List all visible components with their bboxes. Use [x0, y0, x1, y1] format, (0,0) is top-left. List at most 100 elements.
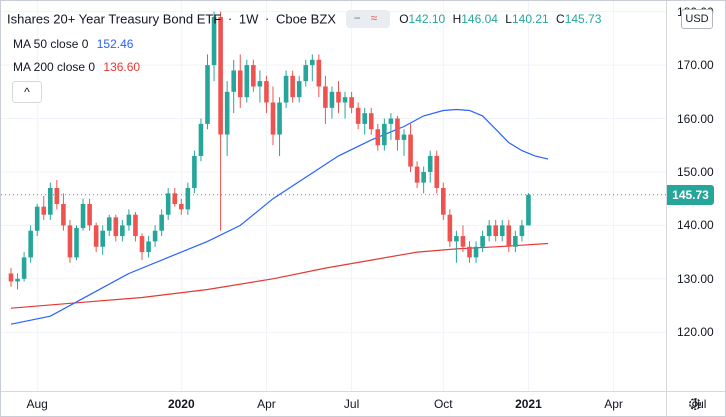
ohlc-low-key: L — [505, 12, 512, 27]
candle-body — [441, 187, 446, 215]
candle-body — [447, 214, 453, 242]
candle-body — [74, 228, 79, 258]
indicator-ma50[interactable]: MA 50 close 0 152.46 — [13, 37, 133, 51]
candle-body — [270, 102, 276, 135]
ohlc-low-value: 140.21 — [511, 12, 549, 27]
candle-body — [146, 241, 151, 253]
candle-body — [382, 123, 387, 146]
candle-body — [172, 193, 178, 205]
candle-body — [277, 102, 282, 135]
axis-corner — [666, 391, 725, 416]
ohlc-high-value: 146.04 — [461, 12, 498, 27]
candle-body — [133, 214, 138, 237]
candle-body — [368, 113, 374, 130]
separator: · — [264, 11, 270, 27]
candle-body — [349, 97, 354, 108]
exchange-label: Cboe BZX — [275, 11, 336, 27]
candle-body — [159, 214, 164, 231]
last-price-tag: 145.73 — [667, 184, 714, 205]
candle-body — [499, 225, 505, 237]
wave-icon[interactable]: ≈ — [370, 11, 378, 25]
candle-body — [414, 166, 420, 183]
candle-body — [257, 81, 263, 87]
y-tick-label: 170.00 — [677, 58, 714, 73]
candle-body — [87, 204, 92, 226]
gear-icon[interactable] — [687, 396, 703, 412]
candle-body — [264, 81, 269, 103]
candle-body — [237, 70, 243, 98]
candle-body — [454, 236, 459, 242]
x-tick-label: Oct — [433, 397, 453, 411]
price-axis[interactable]: 145.73 180.00170.00160.00150.00140.00130… — [666, 1, 725, 391]
candle-body — [480, 236, 485, 247]
candle-body — [48, 187, 53, 215]
candle-body — [296, 81, 302, 98]
candle-body — [152, 230, 158, 242]
candle-body — [519, 225, 525, 237]
candle-body — [323, 86, 328, 108]
chevron-up-icon: ^ — [24, 85, 30, 99]
candle-body — [401, 134, 407, 140]
candle-body — [93, 225, 99, 247]
candle-body — [28, 230, 33, 258]
candle-body — [395, 118, 400, 140]
currency-button[interactable]: USD — [681, 9, 713, 29]
indicator-label: MA 200 close 0 — [13, 60, 96, 74]
candle-body — [120, 225, 125, 237]
series-toggle-chip[interactable]: − ≈ — [345, 10, 390, 28]
candle-body — [192, 155, 197, 188]
x-tick-label: Apr — [257, 397, 276, 411]
ohlc-close-value: 145.73 — [564, 12, 602, 27]
interval-label[interactable]: 1W — [238, 11, 259, 27]
y-tick-label: 120.00 — [677, 325, 714, 340]
candle-body — [198, 123, 204, 156]
candle-body — [526, 194, 531, 226]
ma200-line — [10, 242, 549, 309]
x-tick-label: Apr — [604, 397, 623, 411]
candle-body — [375, 129, 381, 146]
y-tick-label: 130.00 — [677, 271, 714, 286]
candle-body — [165, 193, 171, 215]
candle-body — [290, 75, 295, 98]
candle-body — [218, 17, 223, 135]
candle-body — [179, 204, 184, 210]
candle-body — [15, 278, 20, 282]
candle-body — [355, 107, 361, 124]
candle-body — [362, 113, 367, 124]
candle-body — [421, 171, 426, 183]
time-axis[interactable]: Aug 2020 Apr Jul Oct 2021 Apr Jul — [1, 391, 706, 416]
candle-body — [244, 65, 250, 98]
candle-body — [408, 134, 413, 167]
ohlc-open-value: 142.10 — [408, 12, 446, 27]
candle-body — [310, 59, 315, 66]
price-plot[interactable] — [1, 1, 666, 391]
candle-body — [316, 59, 322, 87]
y-tick-label: 160.00 — [677, 111, 714, 126]
indicator-value: 136.60 — [103, 60, 141, 74]
candle-body — [100, 230, 105, 247]
indicator-ma200[interactable]: MA 200 close 0 136.60 — [13, 60, 140, 74]
collapse-legend-button[interactable]: ^ — [12, 81, 42, 103]
candle-body — [34, 206, 40, 231]
ohlc-open-key: O — [399, 12, 409, 27]
candle-body — [185, 187, 191, 210]
x-tick-label: 2020 — [167, 397, 195, 411]
candle-body — [67, 225, 73, 258]
candle-body — [513, 236, 518, 247]
candle-body — [54, 187, 60, 205]
candle-body — [388, 118, 394, 124]
chart-header: Ishares 20+ Year Treasury Bond ETF · 1W … — [7, 10, 605, 29]
symbol-title[interactable]: Ishares 20+ Year Treasury Bond ETF — [7, 11, 222, 27]
x-tick-label: Jul — [343, 397, 360, 411]
candle-body — [41, 206, 47, 215]
candle-body — [8, 273, 14, 282]
candle-body — [80, 204, 86, 229]
candle-body — [493, 225, 498, 237]
candle-body — [61, 204, 66, 226]
candle-body — [460, 236, 466, 247]
minus-icon[interactable]: − — [353, 11, 361, 25]
candle-body — [224, 91, 230, 135]
candle-body — [126, 214, 132, 226]
candle-body — [205, 65, 210, 124]
